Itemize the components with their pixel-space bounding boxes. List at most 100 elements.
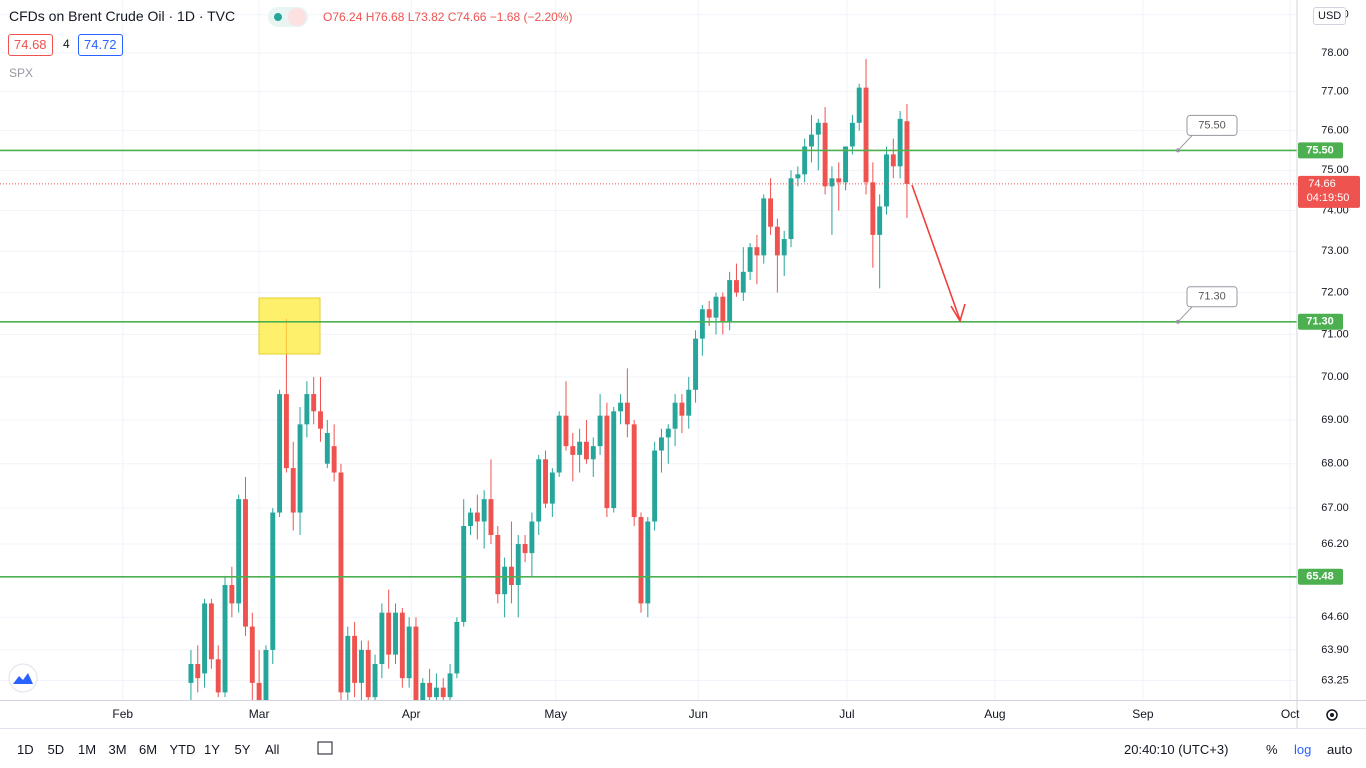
range-button[interactable]: 1M (78, 742, 97, 757)
candle-body (843, 146, 849, 183)
candle-body (229, 585, 235, 604)
ask-price[interactable]: 74.72 (78, 34, 123, 56)
candle-body (461, 525, 467, 622)
range-button[interactable]: 5D (47, 742, 65, 757)
bid-price[interactable]: 74.68 (8, 34, 53, 56)
candle-body (849, 122, 855, 147)
candle-body (829, 178, 835, 187)
candle-body (249, 626, 255, 683)
y-tick-label: 69.00 (1321, 414, 1349, 426)
candle-body (290, 468, 296, 513)
candle-body (727, 280, 733, 322)
candle-body (263, 649, 269, 700)
auto-toggle[interactable]: auto (1327, 742, 1353, 757)
candle-body (754, 247, 760, 256)
compare-icon[interactable] (317, 741, 333, 755)
range-button[interactable]: 5Y (234, 742, 251, 757)
y-tick-label: 63.25 (1321, 674, 1349, 686)
candle-body (283, 394, 289, 469)
candle-body (556, 415, 562, 473)
candle-body (577, 441, 583, 455)
candle-body (304, 394, 310, 425)
y-tick-label: 68.00 (1321, 458, 1349, 470)
forecast-arrow (911, 184, 966, 323)
candle-body (672, 402, 678, 429)
candle-body (836, 178, 842, 183)
y-tick-label: 63.90 (1321, 644, 1349, 656)
candle-body (318, 411, 323, 429)
x-tick-label: Feb (112, 707, 133, 721)
candle-body (297, 424, 303, 513)
candle-body (856, 87, 862, 123)
x-tick-label: Oct (1281, 707, 1300, 721)
x-tick-label: Jul (839, 707, 854, 721)
candle-body (433, 687, 439, 698)
range-button[interactable]: 3M (108, 742, 127, 757)
candle-body (624, 402, 630, 425)
candle-body (665, 428, 671, 438)
candle-body (215, 659, 221, 693)
status-pill (268, 7, 308, 27)
candle-body (597, 415, 603, 447)
callout-anchor (1176, 319, 1180, 324)
candle-body (563, 415, 569, 447)
candle-body (679, 402, 685, 416)
candle-body (474, 512, 480, 522)
candle-body (243, 499, 248, 627)
y-tick-label: 67.00 (1321, 502, 1349, 514)
line-price-label: 71.30 (1306, 316, 1334, 328)
candle-body (802, 146, 808, 175)
candle-body (529, 521, 535, 554)
percent-toggle[interactable]: % (1266, 742, 1278, 757)
candle-body (877, 206, 883, 235)
callout-label: 71.30 (1198, 291, 1226, 303)
candle-body (863, 87, 869, 183)
log-toggle[interactable]: log (1294, 742, 1312, 757)
range-button[interactable]: All (265, 742, 280, 757)
candle-body (686, 389, 692, 416)
candle-body (618, 402, 623, 412)
candle-body (338, 472, 344, 693)
callout-box (1186, 286, 1238, 308)
candle-body (549, 472, 555, 504)
candle-body (270, 512, 276, 650)
candle-body (611, 411, 617, 509)
callout-box (1186, 114, 1238, 136)
candle-body (809, 134, 814, 147)
x-tick-label: Mar (249, 707, 270, 721)
ohlc-values: O76.24 H76.68 L73.82 C74.66 −1.68 (−2.20… (323, 10, 573, 24)
candle-body (897, 118, 903, 167)
x-tick-label: May (544, 707, 567, 721)
candle-body (508, 566, 514, 586)
y-tick-label: 72.00 (1321, 286, 1349, 298)
range-button[interactable]: 1Y (204, 742, 220, 757)
last-price-label: 74.66 (1308, 178, 1336, 190)
settings-icon[interactable] (1326, 709, 1338, 721)
candle-body (277, 394, 283, 513)
candle-body (570, 446, 576, 455)
candle-body (693, 338, 699, 390)
candle-body (454, 621, 460, 674)
candle-body (256, 682, 262, 700)
symbol-title: CFDs on Brent Crude Oil · 1D · TVC (9, 8, 236, 24)
candle-body (822, 122, 828, 187)
spread: 4 (63, 37, 70, 51)
range-button[interactable]: 1D (17, 742, 34, 757)
range-button[interactable]: YTD (169, 742, 196, 757)
candle-body (427, 682, 433, 698)
candle-body (904, 121, 910, 184)
candle-body (468, 512, 473, 526)
candle-body (495, 535, 501, 595)
last-price-tag (1298, 175, 1360, 208)
highlight-box (258, 297, 321, 355)
candle-body (659, 437, 664, 451)
candle-body (331, 446, 337, 473)
candle-body (631, 424, 637, 518)
range-button[interactable]: 6M (139, 742, 158, 757)
currency[interactable]: USD (1313, 7, 1347, 25)
y-tick-label: 64.60 (1321, 611, 1349, 623)
candle-body (358, 649, 364, 683)
line-price-tag (1298, 142, 1343, 159)
